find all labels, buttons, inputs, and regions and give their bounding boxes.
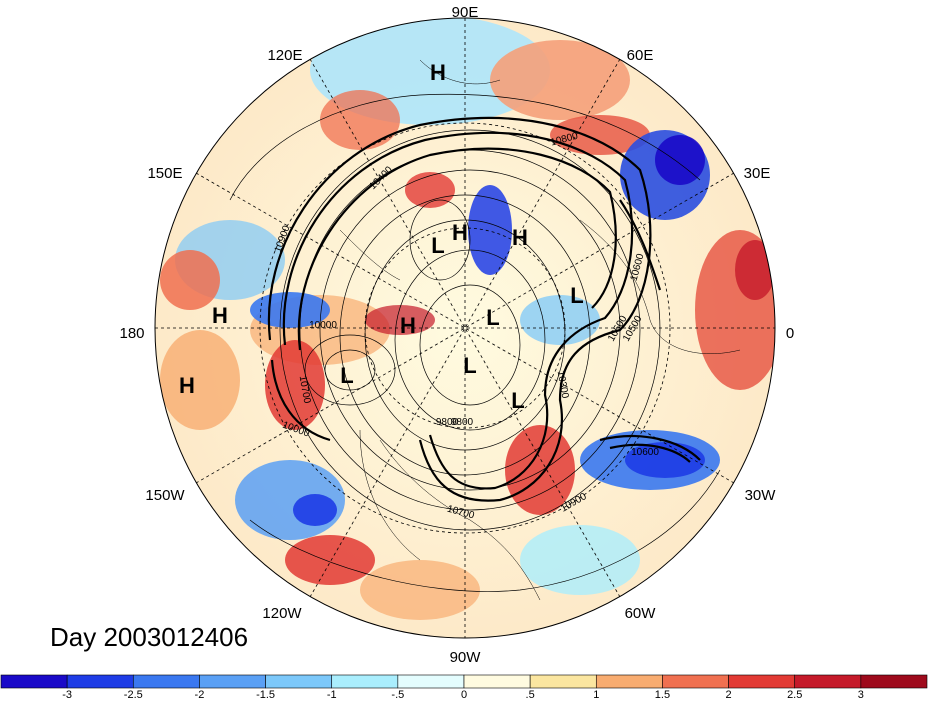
high-pressure-marker: H (212, 303, 228, 328)
plot-title: Day 2003012406 (50, 622, 248, 652)
contour-label: 9800 (436, 417, 459, 428)
contour-label: 10600 (631, 447, 659, 458)
longitude-label-60e: 60E (627, 47, 654, 64)
high-pressure-marker: H (430, 60, 446, 85)
longitude-label-180: 180 (119, 325, 144, 342)
colorbar-swatch (331, 674, 399, 689)
longitude-label-120w: 120W (262, 605, 302, 622)
low-pressure-marker: L (431, 233, 444, 258)
high-pressure-marker: H (452, 220, 468, 245)
contour-label: 10700 (297, 375, 313, 405)
low-pressure-marker: L (486, 305, 499, 330)
colorbar: -3 -2.5 -2 -1.5 -1 -.5 0 .5 1 1.5 2 2.5 3 (0, 674, 928, 701)
low-pressure-marker: L (570, 283, 583, 308)
longitude-label-90w: 90W (450, 649, 482, 666)
colorbar-tick-label: -1 (327, 689, 337, 701)
colorbar-tick-label: 1 (593, 689, 599, 701)
colorbar-swatch (662, 674, 729, 689)
contour-label: 9800 (451, 417, 474, 428)
colorbar-tick-label: 2 (726, 689, 732, 701)
colorbar-swatch (794, 674, 862, 689)
longitude-label-90e: 90E (452, 4, 479, 21)
contour-label: 10000 (309, 320, 337, 331)
coastlines (339, 59, 741, 601)
colorbar-swatch (0, 674, 68, 689)
colorbar-tick-label: 2.5 (787, 689, 802, 701)
colorbar-swatch (265, 674, 333, 689)
colorbar-swatch (66, 674, 134, 689)
colorbar-tick-label: -.5 (391, 689, 404, 701)
jet-stream-contours (267, 116, 701, 502)
longitude-label-60w: 60W (625, 605, 657, 622)
low-pressure-marker: L (340, 363, 353, 388)
colorbar-swatch (529, 674, 597, 689)
colorbar-tick-label: -2.5 (124, 689, 143, 701)
colorbar-swatch (860, 674, 928, 689)
colorbar-tick-label: .5 (526, 689, 535, 701)
colorbar-swatch (199, 674, 266, 689)
low-pressure-marker: L (511, 388, 524, 413)
longitude-label-0: 0 (786, 325, 794, 342)
longitude-label-150e: 150E (147, 165, 182, 182)
colorbar-tick-label: 0 (461, 689, 467, 701)
colorbar-tick-label: 1.5 (655, 689, 670, 701)
colorbar-swatch (595, 674, 663, 689)
low-pressure-marker: L (463, 353, 476, 378)
longitude-label-30w: 30W (745, 487, 777, 504)
colorbar-swatch (728, 674, 796, 689)
high-pressure-marker: H (512, 225, 528, 250)
colorbar-tick-label: -1.5 (256, 689, 275, 701)
colorbar-tick-label: -3 (62, 689, 72, 701)
longitude-label-30e: 30E (744, 165, 771, 182)
colorbar-tick-label: 3 (858, 689, 864, 701)
colorbar-swatch (397, 674, 465, 689)
contour-label: 10300 (555, 370, 571, 400)
colorbar-tick-label: -2 (195, 689, 205, 701)
map-boundary (154, 17, 776, 639)
longitude-labels: 90E 60E 30E 0 30W 60W 90W 120W 150W 180 150E 120E (119, 4, 794, 666)
longitude-label-150w: 150W (145, 487, 185, 504)
high-pressure-marker: H (400, 313, 416, 338)
high-pressure-marker: H (179, 373, 195, 398)
colorbar-swatch (463, 674, 531, 689)
longitude-label-120e: 120E (267, 47, 302, 64)
colorbar-swatch (132, 674, 200, 689)
